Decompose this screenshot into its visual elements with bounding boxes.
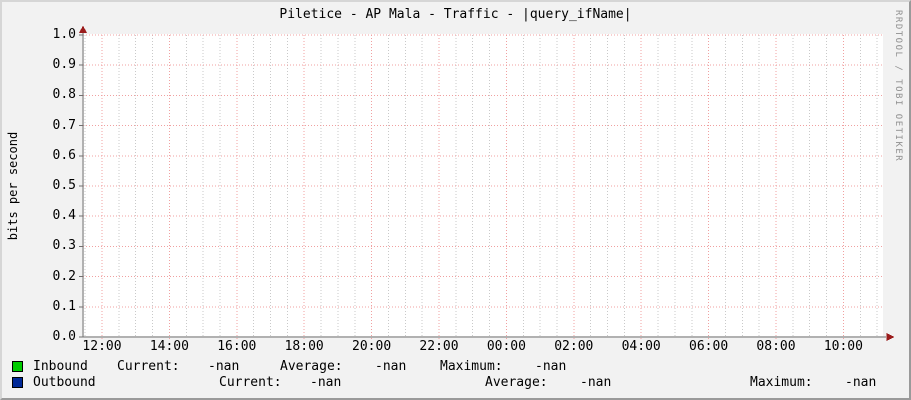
x-tick-label: 04:00 xyxy=(621,339,661,354)
x-tick-label: 18:00 xyxy=(284,339,324,354)
y-tick-label: 0.7 xyxy=(52,117,76,133)
y-tick-label: 0.5 xyxy=(52,178,76,193)
y-tick-label: 0.2 xyxy=(52,268,76,284)
x-tick-label: 00:00 xyxy=(486,339,526,354)
x-tick-label: 06:00 xyxy=(689,339,729,354)
legend-row-inbound: Inbound Current: -nan Average: -nan Maxi… xyxy=(2,360,909,375)
inbound-maximum-value: -nan xyxy=(535,359,567,374)
x-tick-label: 12:00 xyxy=(82,339,122,354)
graph-title: Piletice - AP Mala - Traffic - |query_if… xyxy=(279,7,632,22)
outbound-current-label: Current: xyxy=(219,375,282,390)
outbound-average-label: Average: xyxy=(485,375,548,390)
outbound-current-value: -nan xyxy=(310,375,342,390)
inbound-color-swatch xyxy=(12,361,23,372)
x-tick-label: 08:00 xyxy=(756,339,796,354)
outbound-label: Outbound xyxy=(33,375,96,390)
x-tick-label: 22:00 xyxy=(419,339,459,354)
outbound-average-value: -nan xyxy=(580,375,612,390)
inbound-maximum-label: Maximum: xyxy=(440,359,503,374)
outbound-maximum-value: -nan xyxy=(845,375,877,390)
inbound-average-label: Average: xyxy=(280,359,343,374)
x-tick-label: 14:00 xyxy=(149,339,189,354)
legend-row-outbound: Outbound Current: -nan Average: -nan Max… xyxy=(2,376,909,391)
y-tick-label: 0.1 xyxy=(52,298,76,314)
y-tick-label: 0.9 xyxy=(52,57,76,73)
x-tick-label: 16:00 xyxy=(217,339,257,354)
x-tick-label: 02:00 xyxy=(554,339,594,354)
y-tick-label: 0.8 xyxy=(52,87,76,103)
inbound-current-value: -nan xyxy=(208,359,240,374)
inbound-current-label: Current: xyxy=(117,359,180,374)
y-tick-label: 0.3 xyxy=(52,238,76,254)
x-tick-label: 10:00 xyxy=(823,339,863,354)
outbound-maximum-label: Maximum: xyxy=(750,375,813,390)
x-tick-label: 20:00 xyxy=(352,339,392,354)
y-tick-label: 0.4 xyxy=(52,208,76,224)
y-tick-label: 0.0 xyxy=(52,329,76,344)
inbound-average-value: -nan xyxy=(375,359,407,374)
y-tick-label: 0.6 xyxy=(52,147,76,163)
outbound-color-swatch xyxy=(12,377,23,388)
y-tick-label: 1.0 xyxy=(52,27,76,42)
inbound-label: Inbound xyxy=(33,359,88,374)
rrdtool-watermark: RRDTOOL / TOBI OETIKER xyxy=(893,10,903,163)
